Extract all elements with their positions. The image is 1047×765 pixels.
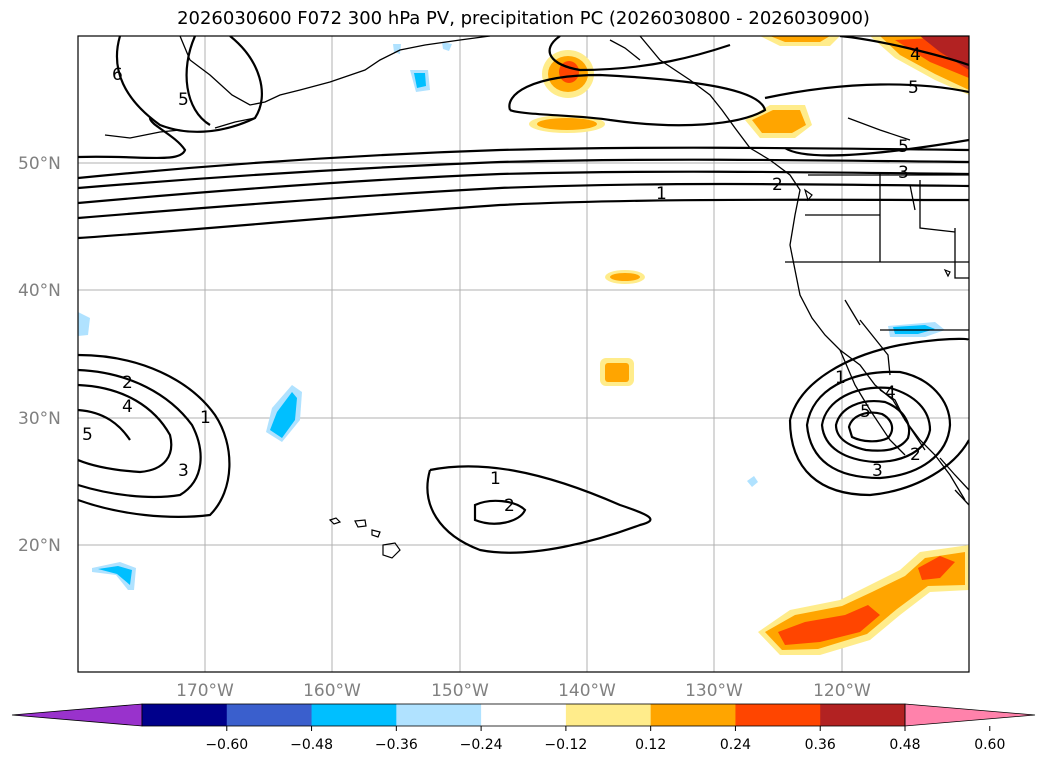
colorbar-tick-label: 0.60 [974,737,1005,753]
colorbar-segment [311,704,397,726]
contour-labels: 1 2 3 5 5 4 2 4 1 3 5 6 5 1 2 1 4 5 3 2 [82,45,921,516]
contour-label-4c: 4 [885,383,896,403]
contour-label-2c: 2 [504,496,515,516]
colorbar-segment [820,704,906,726]
colorbar-tick-label: 0.48 [889,737,920,753]
lat-label-50n: 50°N [18,154,61,174]
contour-label-1: 1 [656,184,667,204]
colorbar-segment [396,704,482,726]
contour-label-5e: 5 [860,402,871,422]
map-area [78,36,969,672]
contour-label-2: 2 [772,175,783,195]
contour-label-1c: 1 [490,469,501,489]
contour-label-1d: 1 [835,368,846,388]
contour-label-4b: 4 [122,397,133,417]
colorbar-segment [650,704,736,726]
contour-label-4: 4 [910,45,921,65]
colorbar-segment [735,704,821,726]
contour-label-2b: 2 [122,373,133,393]
contour-label-5: 5 [898,137,909,157]
colorbar-tick-label: 0.24 [720,737,751,753]
map-border [77,35,970,673]
colorbar-extend-low [11,703,143,727]
lat-label-20n: 20°N [18,536,61,556]
gridlines [78,36,969,672]
contour-label-5c: 5 [82,425,93,445]
contour-label-3: 3 [898,163,909,183]
colorbar-tick-label: −0.36 [375,737,418,753]
lat-label-30n: 30°N [18,409,61,429]
precip-positive-areas [529,36,969,655]
colorbar-border [141,703,906,727]
coastlines [104,36,969,506]
contour-label-1b: 1 [200,408,211,428]
colorbar: −0.60 −0.48 −0.36 −0.24 −0.12 0.12 0.24 0.36 0.4… [11,703,1036,753]
contour-label-5d: 5 [178,90,189,110]
colorbar-segment [565,704,652,726]
colorbar-tick-label: −0.12 [544,737,587,753]
contour-label-5b: 5 [908,78,919,98]
lat-label-40n: 40°N [18,281,61,301]
lon-label-170w: 170°W [176,681,234,701]
lon-label-140w: 140°W [558,681,616,701]
contour-label-3b: 3 [178,461,189,481]
map-title: 2026030600 F072 300 hPa PV, precipitatio… [177,8,870,29]
colorbar-tick-label: −0.48 [290,737,333,753]
colorbar-tick-label: 0.12 [635,737,666,753]
lon-label-150w: 150°W [431,681,489,701]
colorbar-tick-label: 0.36 [805,737,836,753]
colorbar-segment [226,704,313,726]
lon-label-160w: 160°W [303,681,361,701]
colorbar-tick-label: −0.60 [205,737,248,753]
latitude-labels: 50°N 40°N 30°N 20°N [18,154,61,556]
contour-label-6: 6 [112,65,123,85]
longitude-labels: 170°W 160°W 150°W 140°W 130°W 120°W [176,681,871,701]
islands [328,188,951,559]
lon-label-130w: 130°W [685,681,743,701]
colorbar-segment [481,704,567,726]
colorbar-segment [142,704,228,726]
colorbar-tick-label: −0.24 [460,737,503,753]
colorbar-extend-high [904,703,1036,727]
lon-label-120w: 120°W [813,681,871,701]
contour-label-3c: 3 [872,461,883,481]
pv-contours [78,36,969,554]
contour-label-2d: 2 [910,445,921,465]
